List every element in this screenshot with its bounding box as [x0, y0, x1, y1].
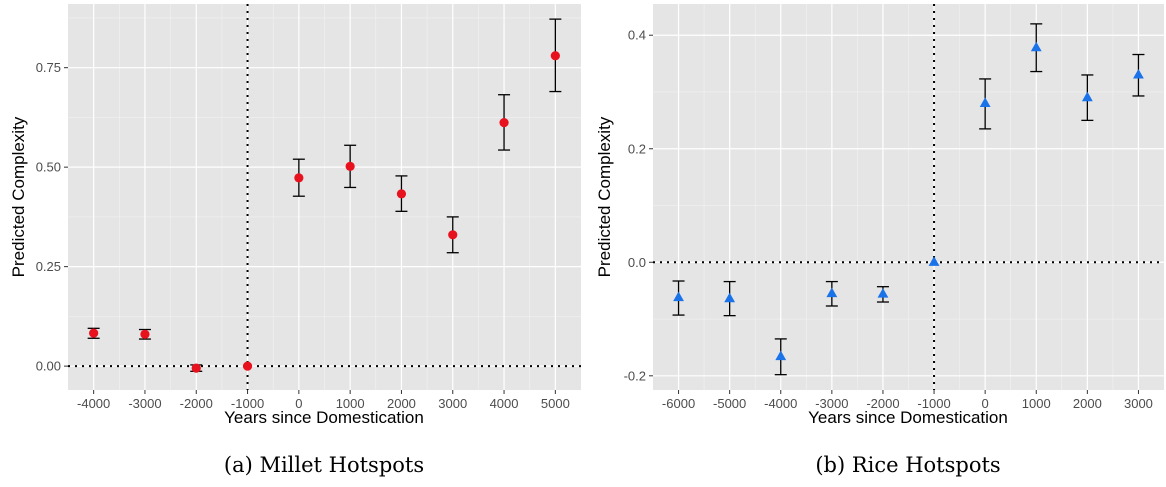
caption-a: (a) Millet Hotspots — [224, 453, 424, 477]
y-tick-label: 0.50 — [36, 160, 61, 175]
y-tick-label: 0.2 — [628, 141, 646, 156]
data-point — [724, 292, 736, 303]
data-point — [396, 189, 407, 199]
x-tick-label: 3000 — [1124, 396, 1153, 411]
data-point — [1030, 41, 1042, 52]
panel-rice-hotspots: -6000 -5000 -4000 -3000 -2000 -1000 0 1000 2000 3… — [595, 4, 1164, 477]
caption-b: (b) Rice Hotspots — [815, 453, 1000, 477]
data-point — [89, 328, 99, 338]
data-point — [979, 97, 991, 107]
x-tick-label: -2000 — [866, 396, 899, 411]
x-tick-label: 2000 — [1073, 396, 1102, 411]
y-tick-label: -0.2 — [624, 368, 646, 383]
data-point — [775, 350, 787, 361]
data-point — [1133, 68, 1144, 79]
x-tick-label: -4000 — [764, 396, 797, 411]
x-tick-label: 1000 — [1022, 396, 1051, 411]
data-point — [877, 288, 889, 298]
x-tick-label: -3000 — [128, 396, 161, 411]
data-point — [345, 161, 355, 171]
x-tick-label: 1000 — [336, 396, 365, 411]
data-point — [499, 117, 509, 128]
data-point — [191, 363, 201, 373]
y-tick-label: 0.75 — [36, 60, 61, 75]
x-tick-label: 0 — [295, 396, 302, 411]
data-point — [550, 51, 560, 61]
x-axis-title: Years since Domestication — [808, 408, 1008, 427]
y-tick-label: 0.4 — [628, 28, 646, 43]
y-axis-title: Predicted Complexity — [9, 116, 28, 277]
data-point — [826, 287, 838, 298]
data-point — [140, 329, 150, 339]
panel-millet-hotspots: -4000 -3000 -2000 -1000 0 1000 2000 3000 4000 500… — [9, 4, 581, 477]
y-axis-title: Predicted Complexity — [595, 116, 614, 277]
data-point — [1081, 91, 1093, 102]
y-tick-label: 0.0 — [628, 255, 646, 270]
x-tick-label: 3000 — [438, 396, 467, 411]
x-tick-label: -2000 — [180, 396, 213, 411]
data-point — [242, 361, 253, 371]
x-tick-label: -6000 — [662, 396, 695, 411]
x-tick-label: 5000 — [541, 396, 570, 411]
x-tick-label: 4000 — [490, 396, 519, 411]
data-point — [673, 291, 684, 302]
x-tick-label: 0 — [982, 396, 989, 411]
x-tick-label: 2000 — [387, 396, 416, 411]
x-tick-label: -3000 — [815, 396, 848, 411]
y-tick-label: 0.25 — [36, 259, 61, 274]
data-point — [928, 256, 940, 266]
x-tick-label: -1000 — [917, 396, 950, 411]
x-axis-title: Years since Domestication — [224, 408, 424, 427]
x-tick-label: -1000 — [231, 396, 264, 411]
y-tick-label: 0.00 — [36, 359, 61, 374]
data-point — [448, 230, 458, 240]
x-tick-label: -4000 — [77, 396, 110, 411]
data-point — [294, 173, 304, 183]
x-tick-label: -5000 — [713, 396, 746, 411]
